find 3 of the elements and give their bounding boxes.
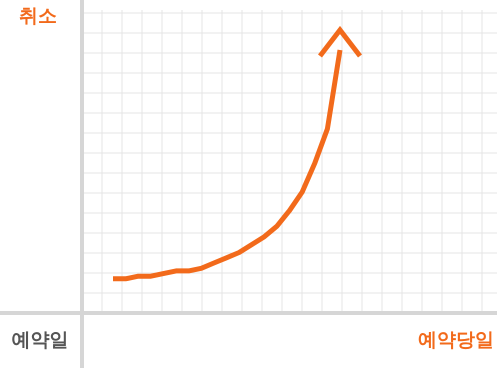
x-axis-title: 예약당일: [418, 329, 494, 351]
text: 예약일: [12, 329, 68, 351]
y-axis-title: 취소: [19, 5, 57, 27]
